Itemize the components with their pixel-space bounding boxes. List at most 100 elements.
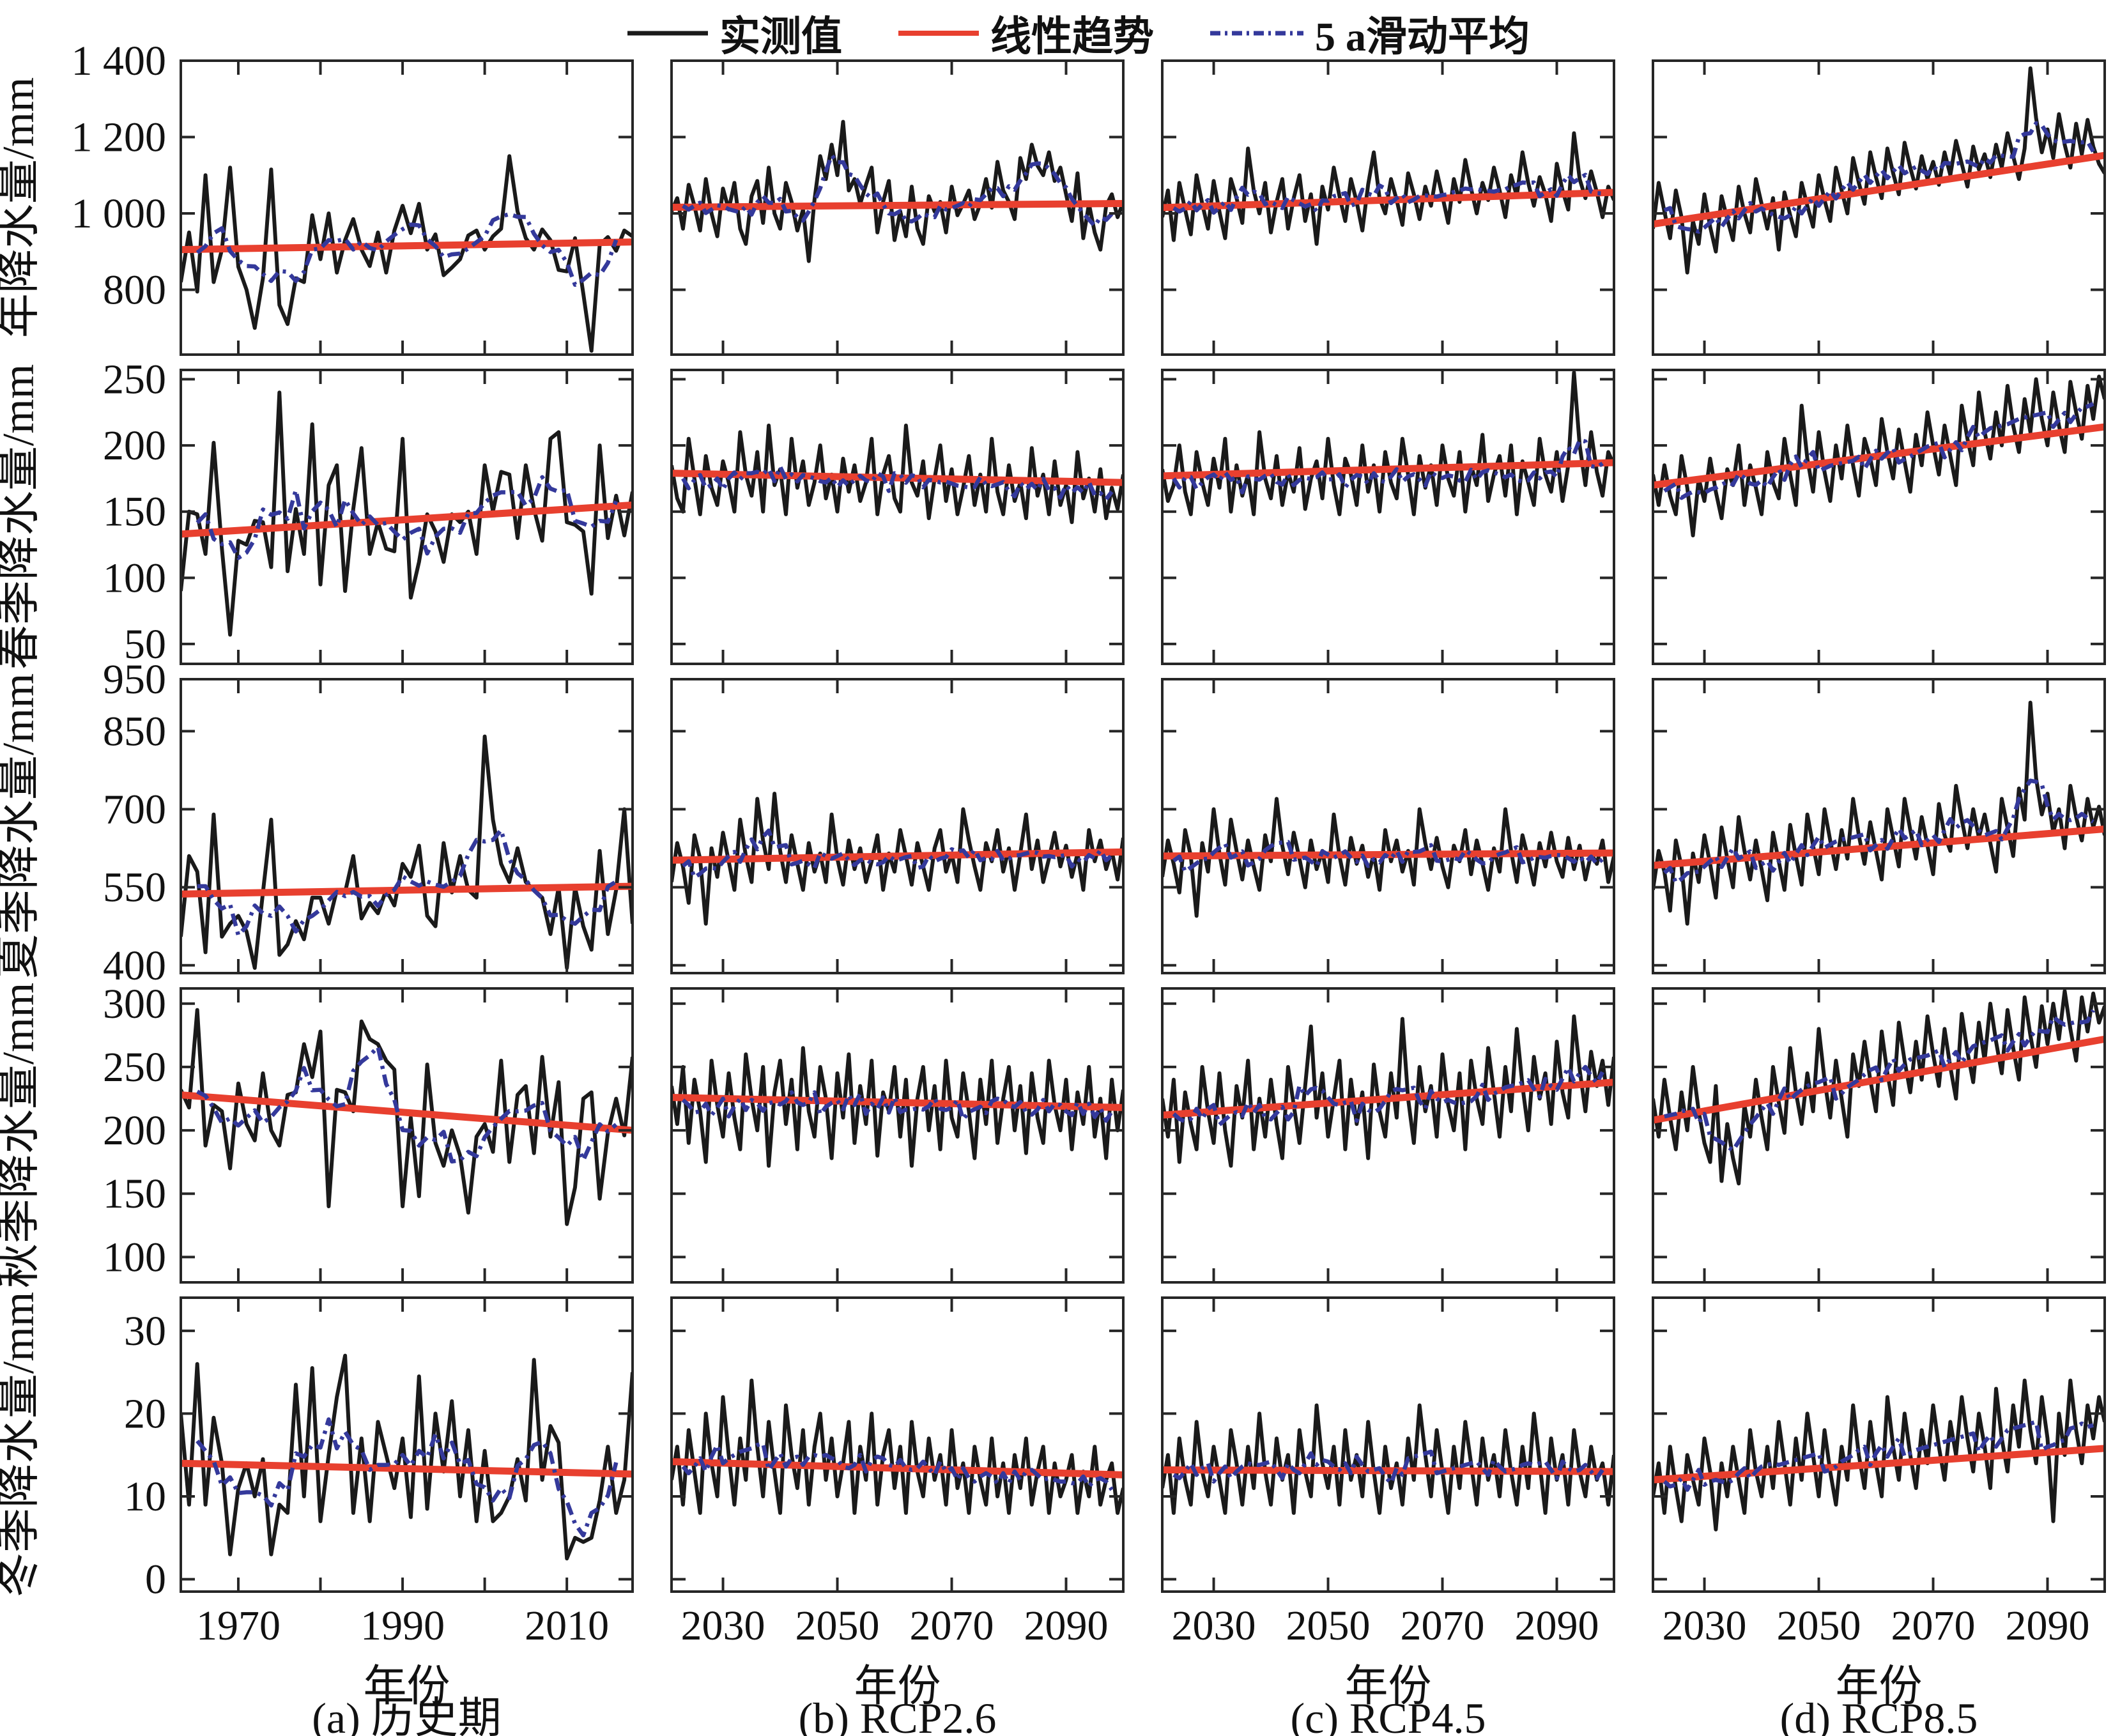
moving-average-line	[1172, 1064, 1604, 1127]
panel-frame-r0c1	[670, 59, 1125, 356]
observed-line	[1654, 66, 2103, 275]
x-tick-label: 2070	[1401, 1602, 1485, 1649]
moving-average-line	[1172, 840, 1604, 874]
y-tick-label: 200	[103, 422, 166, 469]
y-tick-label: 800	[103, 266, 166, 313]
panel-frame-r4c1	[670, 1296, 1125, 1593]
moving-average-line	[1172, 438, 1604, 495]
y-tick-label: 400	[103, 942, 166, 989]
y-axis-title-row0: 年降水量/mm	[0, 77, 43, 338]
y-tick-label: 250	[103, 1044, 166, 1091]
observed-line	[1654, 700, 2103, 926]
y-tick-label: 150	[103, 489, 166, 535]
moving-average-line	[1172, 1449, 1604, 1486]
moving-average-line	[681, 1441, 1114, 1491]
panel-frame-r4c3	[1652, 1296, 2106, 1593]
y-axis-title-row3: 秋季降水量/mm	[0, 983, 43, 1288]
panel-frame-r2c0	[180, 678, 634, 974]
panel-frame-r4c0	[180, 1296, 634, 1593]
observed-line	[1654, 1378, 2103, 1532]
observed-line	[1164, 1403, 1613, 1515]
observed-line	[1164, 371, 1613, 516]
trend-line	[1164, 1466, 1613, 1475]
observed-line	[1654, 990, 2103, 1186]
x-tick-label: 1990	[360, 1602, 445, 1649]
x-tick-label: 2030	[681, 1602, 765, 1649]
trend-line	[1164, 1079, 1613, 1119]
trend-line	[673, 1458, 1122, 1479]
panel-frame-r1c1	[670, 369, 1125, 665]
legend-label-observed: 实测值	[719, 14, 842, 59]
trend-line	[182, 501, 631, 538]
observed-line	[1164, 131, 1613, 246]
y-tick-label: 50	[124, 621, 166, 668]
legend-label-moving-average: 5 a滑动平均	[1315, 14, 1530, 59]
panel-frame-r3c2	[1161, 987, 1615, 1284]
legend-item-observed: 实测值	[626, 4, 842, 63]
observed-line	[182, 1353, 631, 1561]
y-axis-title-row4: 冬季降水量/mm	[0, 1292, 43, 1597]
x-tick-label: 2030	[1172, 1602, 1256, 1649]
panel-frame-r0c2	[1161, 59, 1615, 356]
x-axis-title-col-c: 年份	[1344, 1662, 1431, 1710]
panel-caption-c: (c) RCP4.5	[1291, 1694, 1486, 1736]
x-tick-label: 2090	[2006, 1602, 2090, 1649]
y-tick-label: 30	[124, 1308, 166, 1355]
trend-line	[182, 238, 631, 254]
x-tick-label: 2010	[525, 1602, 609, 1649]
panel-frame-r3c0	[180, 987, 634, 1284]
y-tick-label: 250	[103, 357, 166, 403]
y-tick-label: 100	[103, 555, 166, 601]
y-tick-label: 0	[145, 1556, 166, 1603]
y-tick-label: 1 400	[72, 38, 167, 84]
y-axis-title-row2: 夏季降水量/mm	[0, 673, 43, 979]
observed-line	[673, 1378, 1122, 1515]
y-tick-label: 700	[103, 787, 166, 833]
panel-frame-r2c1	[670, 678, 1125, 974]
panel-frame-r1c3	[1652, 369, 2106, 665]
panel-frame-r4c2	[1161, 1296, 1615, 1593]
x-tick-label: 2050	[795, 1602, 880, 1649]
panel-frame-r3c1	[670, 987, 1125, 1284]
x-axis-title-col-b: 年份	[854, 1662, 941, 1710]
moving-average-line	[681, 828, 1114, 880]
trend-line	[673, 199, 1122, 211]
y-tick-label: 300	[103, 981, 166, 1027]
observed-line-icon	[627, 31, 708, 36]
chart-legend: 实测值 线性趋势 5 a滑动平均	[626, 4, 1530, 63]
x-tick-label: 2030	[1663, 1602, 1747, 1649]
panel-frame-r2c2	[1161, 678, 1615, 974]
observed-line	[182, 734, 631, 970]
y-tick-label: 550	[103, 864, 166, 911]
panel-caption-d: (d) RCP8.5	[1780, 1694, 1978, 1736]
y-tick-label: 20	[124, 1390, 166, 1437]
y-tick-label: 1 000	[72, 190, 167, 237]
moving-average-line	[1663, 778, 2094, 885]
trend-line	[1654, 1445, 2103, 1484]
x-tick-label: 2090	[1024, 1602, 1109, 1649]
moving-average-line	[1663, 402, 2094, 500]
trend-line	[673, 848, 1122, 864]
trend-line	[1654, 1036, 2103, 1124]
trend-line	[182, 882, 631, 898]
x-tick-label: 2050	[1286, 1602, 1371, 1649]
moving-average-line	[1663, 121, 2095, 234]
panel-caption-a: (a) 历史期	[312, 1694, 501, 1736]
y-tick-label: 850	[103, 708, 166, 755]
legend-label-trend: 线性趋势	[990, 14, 1154, 59]
panel-frame-r0c3	[1652, 59, 2106, 356]
observed-line	[182, 390, 631, 637]
y-tick-label: 200	[103, 1107, 166, 1154]
legend-item-moving-average: 5 a滑动平均	[1209, 4, 1530, 63]
panel-caption-b: (b) RCP2.6	[799, 1694, 997, 1736]
panel-frame-r3c3	[1652, 987, 2106, 1284]
trend-line	[1654, 423, 2103, 489]
legend-item-trend: 线性趋势	[897, 4, 1154, 63]
panel-frame-r1c0	[180, 369, 634, 665]
trend-line-icon	[898, 31, 979, 36]
y-tick-label: 950	[103, 656, 166, 703]
y-axis-title-row1: 春季降水量/mm	[0, 364, 43, 670]
panel-frame-r0c0	[180, 59, 634, 356]
